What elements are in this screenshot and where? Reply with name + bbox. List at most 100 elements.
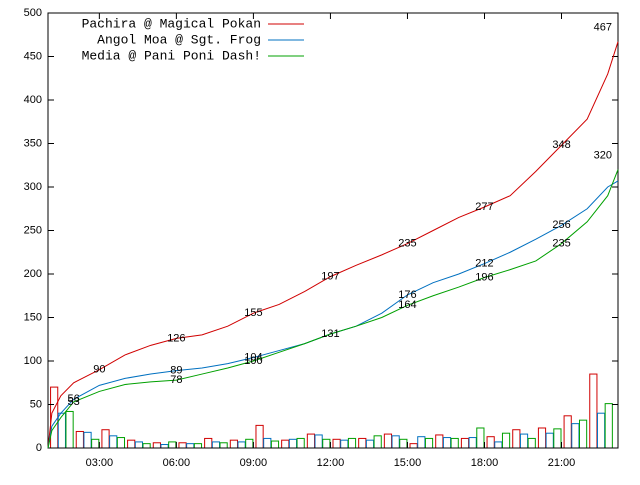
hourly-bar (391, 435, 400, 449)
hourly-bar (288, 438, 298, 449)
hourly-bar (383, 433, 393, 449)
value-label: 256 (552, 219, 570, 231)
hourly-bar (160, 444, 169, 449)
hourly-bar (578, 419, 588, 449)
value-label: 126 (167, 332, 185, 344)
value-label: 235 (552, 237, 570, 249)
hourly-bar (512, 429, 521, 449)
hourly-bar (596, 412, 606, 449)
hourly-bar (589, 373, 598, 449)
hourly-bar (57, 412, 66, 449)
x-tick-label: 09:00 (240, 457, 268, 469)
hourly-bar (476, 427, 485, 449)
value-label: 56 (68, 393, 80, 405)
hourly-bar (263, 437, 272, 449)
value-label: 197 (321, 271, 339, 283)
hourly-bar (178, 442, 187, 449)
legend-label: Pachira @ Magical Pokan (82, 16, 261, 31)
hourly-bar (373, 435, 382, 449)
hourly-bar (245, 438, 254, 449)
hourly-bar (306, 433, 316, 449)
value-label: 53 (68, 396, 80, 408)
hourly-bar (409, 443, 418, 449)
hourly-bar (219, 442, 228, 449)
value-label: 104 (244, 351, 262, 363)
value-label: 320 (594, 150, 612, 162)
hourly-bar (134, 441, 143, 449)
hourly-bar (193, 443, 203, 449)
x-tick-label: 18:00 (471, 457, 499, 469)
hourly-bar (83, 431, 92, 449)
hourly-bar (537, 427, 547, 449)
hourly-bar (65, 410, 74, 449)
hourly-bar (501, 432, 511, 449)
x-tick-label: 06:00 (163, 457, 191, 469)
y-tick-label: 300 (24, 181, 42, 193)
hourly-bar (101, 429, 110, 449)
x-tick-label: 12:00 (317, 457, 345, 469)
hourly-bar (237, 441, 246, 449)
hourly-bar (281, 439, 290, 449)
hourly-bar (347, 437, 357, 449)
y-tick-label: 350 (24, 137, 42, 149)
hourly-bar (127, 439, 136, 449)
hourly-bar (152, 442, 161, 449)
hourly-bar (571, 423, 580, 449)
hourly-bar (545, 432, 554, 449)
y-tick-label: 0 (36, 442, 42, 454)
hourly-bar (494, 441, 503, 449)
hourly-bar (109, 435, 118, 449)
hourly-bar (365, 439, 375, 449)
hourly-bar (468, 437, 477, 449)
hourly-bar (553, 428, 562, 449)
hourly-bar (142, 443, 151, 449)
x-tick-label: 15:00 (394, 457, 422, 469)
hourly-bar (604, 403, 613, 449)
value-label: 164 (398, 299, 416, 311)
hourly-bar (399, 438, 408, 449)
x-tick-label: 21:00 (548, 457, 576, 469)
hourly-bar (417, 436, 426, 449)
value-label: 212 (475, 257, 493, 269)
hourly-bar (75, 430, 84, 449)
y-tick-label: 450 (24, 50, 42, 62)
value-label: 176 (398, 289, 416, 301)
series-line (47, 41, 619, 449)
hourly-bar (442, 437, 452, 449)
hourly-bar (358, 437, 367, 449)
hourly-bar (332, 438, 341, 449)
hourly-bar (186, 443, 195, 449)
hourly-bar (340, 439, 349, 449)
value-label: 467 (594, 22, 612, 34)
value-label: 131 (321, 328, 339, 340)
series-line (47, 169, 619, 449)
hourly-bar (486, 436, 495, 449)
y-tick-label: 150 (24, 311, 42, 323)
hourly-bar (314, 434, 323, 449)
hourly-bar (527, 437, 536, 449)
y-tick-label: 500 (24, 7, 42, 19)
hourly-bar (296, 437, 305, 449)
hourly-bar (116, 437, 126, 449)
value-label: 90 (93, 364, 105, 376)
value-label: 78 (170, 374, 182, 386)
hourly-bar (91, 438, 100, 449)
value-label: 277 (475, 201, 493, 213)
hourly-bar (450, 437, 459, 449)
y-tick-label: 50 (30, 398, 42, 410)
hourly-bar (435, 434, 444, 449)
hourly-bar (519, 433, 529, 449)
hourly-bar (229, 439, 238, 449)
hourly-bar (322, 438, 331, 449)
hourly-bar (460, 437, 470, 449)
series-line (47, 180, 619, 449)
value-label: 155 (244, 307, 262, 319)
value-label: 89 (170, 364, 182, 376)
hourly-bar (424, 437, 434, 449)
plot-frame (47, 12, 619, 449)
hourly-bar (563, 415, 572, 449)
hourly-bar (270, 440, 280, 449)
value-label: 348 (552, 139, 570, 151)
y-tick-label: 100 (24, 355, 42, 367)
value-label: 196 (475, 271, 493, 283)
